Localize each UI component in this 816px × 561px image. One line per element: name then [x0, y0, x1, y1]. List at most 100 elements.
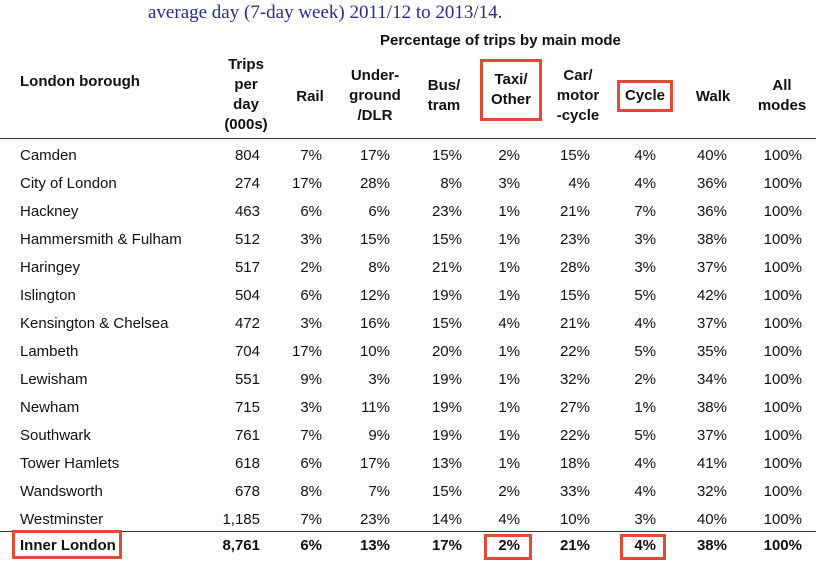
cell-cycle: 5%	[634, 287, 656, 304]
inner-london-taxi-highlight	[484, 534, 532, 560]
cell-underground: 12%	[359, 287, 390, 304]
header-underground: Under- ground /DLR	[349, 67, 401, 124]
cell-all: 100%	[763, 455, 802, 472]
table-row: City of London 274 17% 28% 8% 3% 4% 4% 36% 100%	[0, 170, 816, 198]
cell-taxi: 1%	[498, 343, 520, 360]
cell-walk: 32%	[696, 483, 727, 500]
cell-car: 33%	[559, 483, 590, 500]
cell-cycle: 2%	[634, 371, 656, 388]
cell-trips: 804	[234, 147, 260, 164]
cell-trips: 8,761	[222, 537, 260, 554]
cell-trips: 761	[234, 427, 260, 444]
cell-bus: 13%	[431, 455, 462, 472]
cell-rail: 7%	[300, 427, 322, 444]
cell-all: 100%	[763, 537, 802, 554]
cell-taxi: 1%	[498, 455, 520, 472]
cell-borough: Islington	[20, 287, 76, 304]
cell-walk: 37%	[696, 259, 727, 276]
cell-all: 100%	[763, 371, 802, 388]
cell-underground: 8%	[368, 259, 390, 276]
cell-all: 100%	[763, 175, 802, 192]
header-bus: Bus/ tram	[427, 77, 461, 114]
taxi-header-highlight	[480, 59, 542, 121]
cell-car: 4%	[568, 175, 590, 192]
cell-bus: 19%	[431, 399, 462, 416]
cell-rail: 7%	[300, 511, 322, 528]
cell-borough: Hackney	[20, 203, 79, 220]
cell-bus: 17%	[431, 537, 462, 554]
table-row: Islington 504 6% 12% 19% 1% 15% 5% 42% 100%	[0, 282, 816, 310]
cell-trips: 504	[234, 287, 260, 304]
header-rail: Rail	[296, 88, 324, 105]
cell-cycle: 5%	[634, 343, 656, 360]
cell-borough: Lambeth	[20, 343, 79, 360]
cell-rail: 2%	[300, 259, 322, 276]
cell-walk: 40%	[696, 147, 727, 164]
cell-taxi: 1%	[498, 287, 520, 304]
cell-car: 22%	[559, 427, 590, 444]
cell-taxi: 4%	[498, 511, 520, 528]
cell-walk: 38%	[696, 399, 727, 416]
cell-car: 21%	[559, 315, 590, 332]
cell-bus: 23%	[431, 203, 462, 220]
cell-underground: 10%	[359, 343, 390, 360]
table-row: Haringey 517 2% 8% 21% 1% 28% 3% 37% 100%	[0, 254, 816, 282]
cell-cycle: 4%	[634, 483, 656, 500]
cell-walk: 35%	[696, 343, 727, 360]
cell-rail: 6%	[300, 537, 322, 554]
cell-cycle: 3%	[634, 259, 656, 276]
cell-underground: 17%	[359, 455, 390, 472]
cell-cycle: 4%	[634, 315, 656, 332]
cell-borough: Camden	[20, 147, 77, 164]
cell-car: 15%	[559, 287, 590, 304]
cell-walk: 34%	[696, 371, 727, 388]
cell-trips: 512	[234, 231, 260, 248]
cell-trips: 715	[234, 399, 260, 416]
cell-borough: Tower Hamlets	[20, 455, 120, 472]
cell-cycle: 3%	[634, 511, 656, 528]
cell-trips: 517	[234, 259, 260, 276]
inner-london-highlight	[12, 530, 122, 559]
cell-rail: 6%	[300, 287, 322, 304]
cell-cycle: 4%	[634, 147, 656, 164]
cell-borough: Westminster	[20, 511, 104, 528]
table-row: Lewisham 551 9% 3% 19% 1% 32% 2% 34% 100%	[0, 366, 816, 394]
cell-underground: 16%	[359, 315, 390, 332]
cell-borough: Lewisham	[20, 371, 88, 388]
cell-all: 100%	[763, 231, 802, 248]
cell-bus: 14%	[431, 511, 462, 528]
total-divider	[0, 531, 816, 532]
cell-underground: 13%	[359, 537, 390, 554]
cell-bus: 19%	[431, 427, 462, 444]
cell-rail: 3%	[300, 315, 322, 332]
cell-taxi: 2%	[498, 483, 520, 500]
cell-underground: 23%	[359, 511, 390, 528]
cell-cycle: 1%	[634, 399, 656, 416]
table-row: Newham 715 3% 11% 19% 1% 27% 1% 38% 100%	[0, 394, 816, 422]
cell-trips: 274	[234, 175, 260, 192]
cell-car: 32%	[559, 371, 590, 388]
table-row-total: Inner London 8,761 6% 13% 17% 2% 21% 4% …	[0, 532, 816, 560]
cell-all: 100%	[763, 427, 802, 444]
cell-walk: 42%	[696, 287, 727, 304]
header-all: All modes	[757, 77, 807, 114]
cell-underground: 6%	[368, 203, 390, 220]
cell-taxi: 2%	[498, 537, 520, 554]
cell-bus: 8%	[440, 175, 462, 192]
cell-walk: 38%	[696, 231, 727, 248]
header-trips: Trips per day (000s)	[224, 56, 268, 133]
cell-rail: 9%	[300, 371, 322, 388]
cell-taxi: 4%	[498, 315, 520, 332]
cell-rail: 17%	[291, 175, 322, 192]
cell-bus: 21%	[431, 259, 462, 276]
cell-underground: 15%	[359, 231, 390, 248]
cell-borough: Haringey	[20, 259, 81, 276]
cell-bus: 19%	[431, 371, 462, 388]
cell-bus: 15%	[431, 147, 462, 164]
cell-all: 100%	[763, 259, 802, 276]
cell-trips: 463	[234, 203, 260, 220]
cell-walk: 38%	[696, 537, 727, 554]
cell-underground: 11%	[361, 399, 390, 416]
cell-trips: 618	[234, 455, 260, 472]
header-taxi: Taxi/ Other	[490, 71, 531, 108]
